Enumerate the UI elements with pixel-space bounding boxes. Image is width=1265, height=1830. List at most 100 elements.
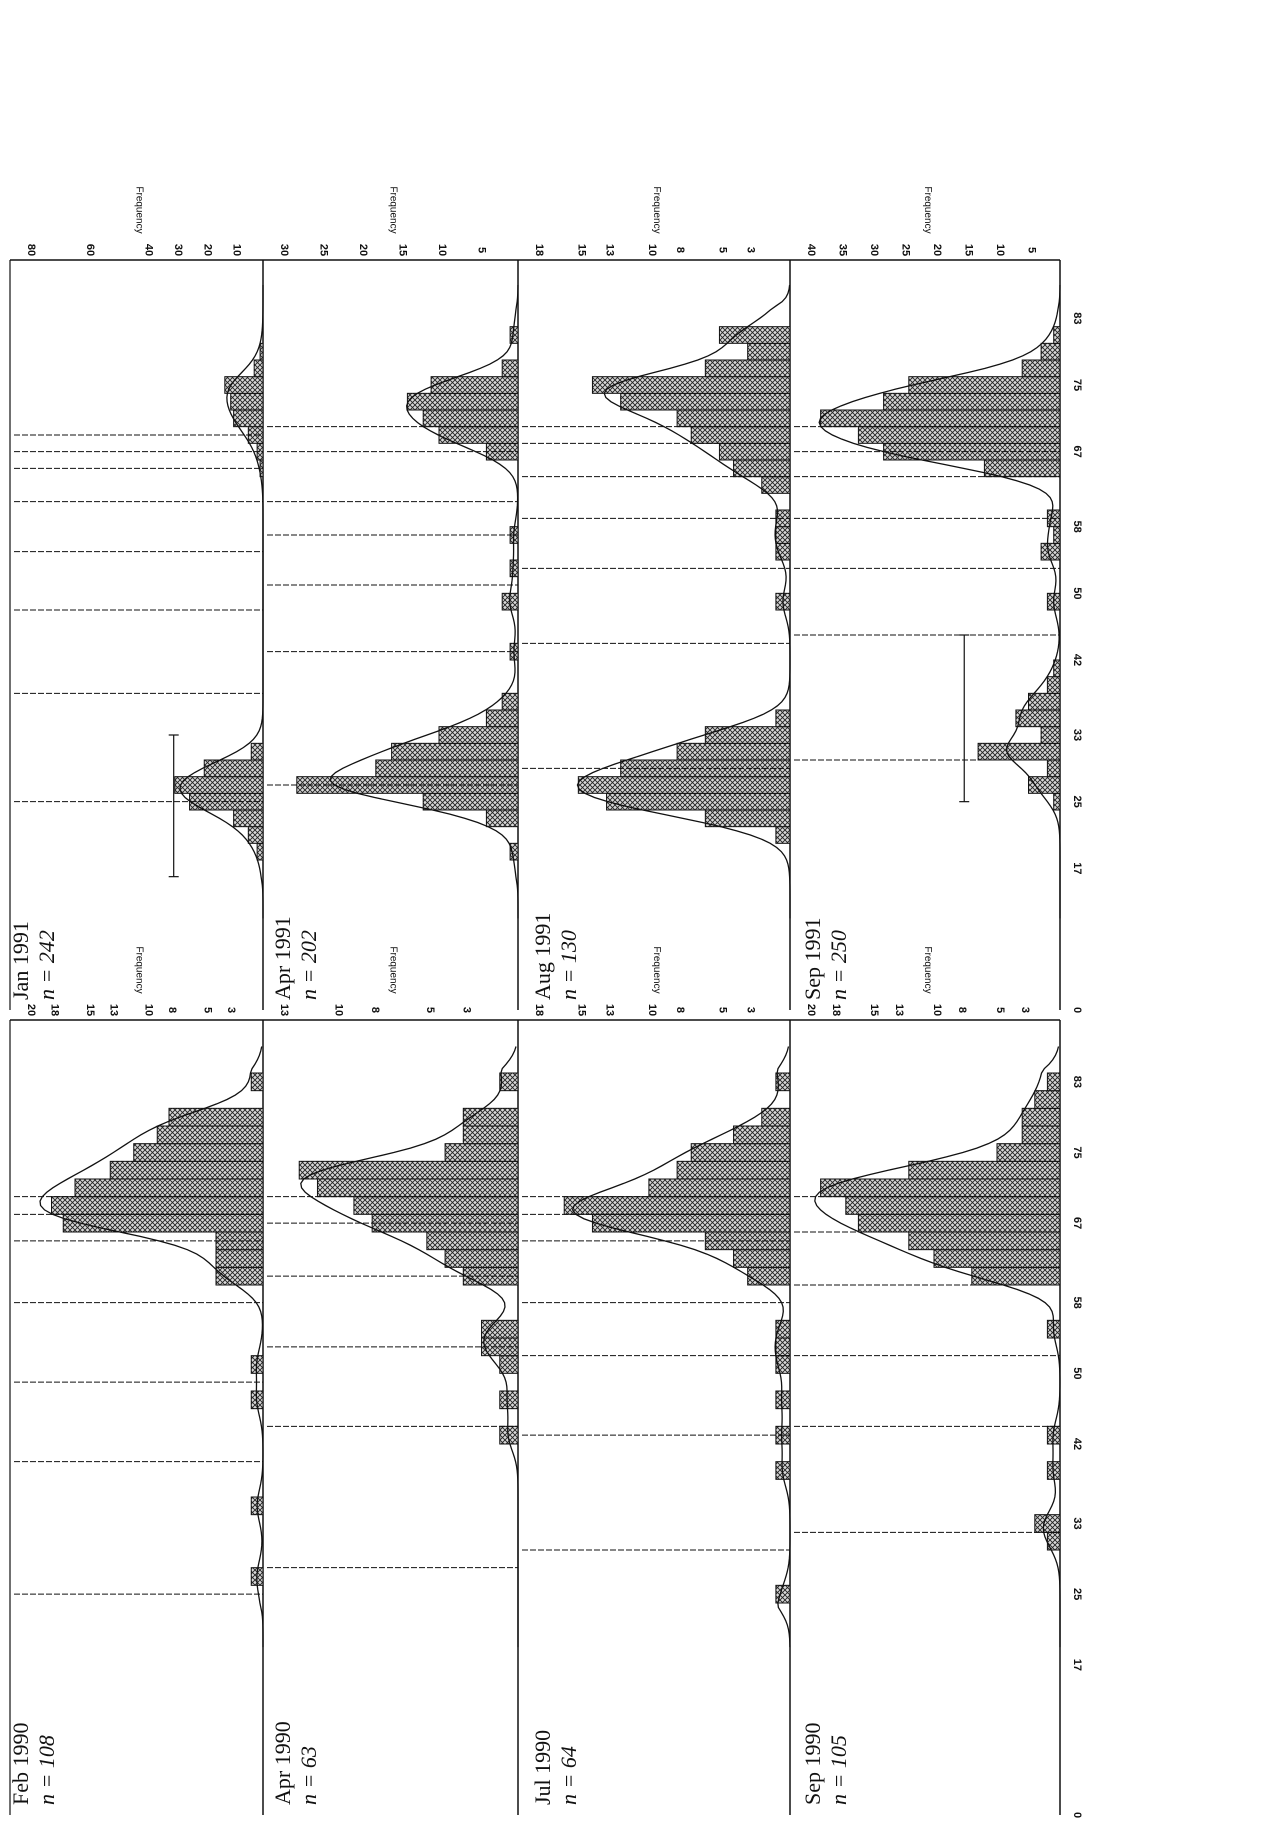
histogram-bar: [1021, 359, 1061, 378]
x-tick-label: 25: [1071, 1588, 1083, 1600]
y-tick-label: 10: [931, 1004, 943, 1016]
histogram-bar: [499, 1072, 519, 1092]
histogram-bar: [499, 1390, 519, 1410]
y-tick-label: 18: [533, 244, 545, 256]
histogram-bar: [577, 776, 791, 794]
panel-sample-size: n = 130: [556, 930, 581, 1000]
histogram-bar: [1034, 1514, 1061, 1533]
panel-5: 80 60 40 30 20 10 Frequency Jan 1991 n = 242: [8, 186, 264, 1010]
histogram-bar: [820, 1178, 1061, 1198]
histogram-bar: [74, 1178, 264, 1198]
y-tick-label: 3: [745, 247, 757, 253]
x-tick-label: 50: [1071, 1367, 1083, 1379]
histogram-bar: [775, 1072, 791, 1092]
y-tick-label: 20: [201, 244, 213, 256]
y-tick-label: 10: [436, 244, 448, 256]
y-tick-label: 10: [646, 244, 658, 256]
x-tick-label: 25: [1071, 796, 1083, 808]
y-tick-label: 5: [201, 1007, 213, 1013]
y-axis-label: Frequency: [922, 186, 933, 233]
histogram-bar: [250, 1072, 264, 1092]
fitted-curve: [329, 284, 519, 919]
histogram-bar: [761, 476, 791, 494]
histogram-bar: [676, 409, 791, 428]
y-tick-label: 15: [84, 1004, 96, 1016]
histogram-bar: [908, 1160, 1061, 1180]
y-tick-label: 18: [830, 1004, 842, 1016]
histogram-bar: [977, 742, 1061, 761]
y-tick-label: 10: [646, 1004, 658, 1016]
histogram-bar: [109, 1160, 264, 1180]
y-tick-label: 8: [166, 1007, 178, 1013]
y-tick-label: 15: [868, 1004, 880, 1016]
y-tick-label: 5: [994, 1007, 1006, 1013]
y-tick-label: 30: [868, 244, 880, 256]
y-tick-label: 40: [143, 244, 155, 256]
histogram-bar: [775, 826, 791, 844]
panel-sample-size: n = 105: [826, 1735, 851, 1805]
histogram-bar: [462, 1125, 519, 1145]
histogram-bar: [775, 526, 791, 544]
histogram-bar: [174, 776, 264, 794]
y-tick-label: 8: [956, 1007, 968, 1013]
y-axis-label: Frequency: [922, 946, 933, 993]
histogram-bar: [233, 809, 264, 828]
histogram-bar: [499, 1355, 519, 1374]
histogram-bar: [485, 809, 519, 828]
histogram-bar: [422, 409, 519, 428]
histogram-bar: [775, 1337, 791, 1357]
histogram-bar: [620, 392, 791, 411]
histogram-bar: [426, 1231, 519, 1251]
x-tick-label: 75: [1071, 1146, 1083, 1158]
histogram-bar: [316, 1178, 519, 1198]
y-tick-label: 5: [716, 247, 728, 253]
y-tick-label: 10: [333, 1004, 345, 1016]
y-tick-label: 8: [674, 247, 686, 253]
histogram-bar: [233, 409, 264, 428]
histogram-bar: [501, 692, 519, 711]
histogram-bar: [591, 1213, 791, 1233]
histogram-bar: [133, 1143, 264, 1162]
histogram-bar: [1046, 1072, 1061, 1092]
histogram-bar: [298, 1160, 519, 1180]
x-tick-label: 67: [1071, 446, 1083, 458]
histogram-bar: [353, 1196, 519, 1215]
histogram-bar: [485, 709, 519, 728]
histogram-bar: [509, 842, 519, 861]
histogram-bar: [1021, 1107, 1061, 1127]
y-tick-label: 3: [460, 1007, 472, 1013]
panel-title: Aug 1991: [530, 913, 555, 1000]
histogram-bar: [259, 342, 264, 361]
histogram-bar: [444, 1249, 519, 1268]
histogram-bar: [203, 759, 264, 778]
x-tick-label: 58: [1071, 521, 1083, 533]
x-tick-label: 33: [1071, 1517, 1083, 1529]
histogram-bar: [971, 1266, 1061, 1286]
histogram-bar: [704, 359, 791, 378]
fitted-curve: [39, 1046, 264, 1648]
histogram-bar: [250, 742, 264, 761]
histogram-bar: [775, 1390, 791, 1410]
histogram-bar: [1028, 776, 1061, 794]
x-tick-label: 83: [1071, 1076, 1083, 1088]
histogram-bar: [1053, 659, 1061, 678]
y-tick-label: 3: [1019, 1007, 1031, 1013]
histogram-bar: [761, 1107, 791, 1127]
y-axis-label: Frequency: [388, 946, 399, 993]
histogram-bar: [501, 359, 519, 378]
histogram-bar: [1015, 709, 1061, 728]
histogram-bar: [747, 1266, 791, 1286]
y-tick-label: 25: [900, 244, 912, 256]
panel-sample-size: n = 64: [556, 1746, 581, 1805]
y-tick-label: 5: [716, 1007, 728, 1013]
y-tick-label: 10: [143, 1004, 155, 1016]
panel-title: Jul 1990: [530, 1730, 555, 1805]
x-tick-label: 75: [1071, 379, 1083, 391]
y-tick-label: 60: [84, 244, 96, 256]
histogram-bar: [1046, 676, 1061, 694]
y-tick-label: 3: [745, 1007, 757, 1013]
histogram-bar: [704, 809, 791, 828]
panel-title: Apr 1991: [270, 916, 295, 1000]
panel-title: Apr 1990: [270, 1721, 295, 1805]
